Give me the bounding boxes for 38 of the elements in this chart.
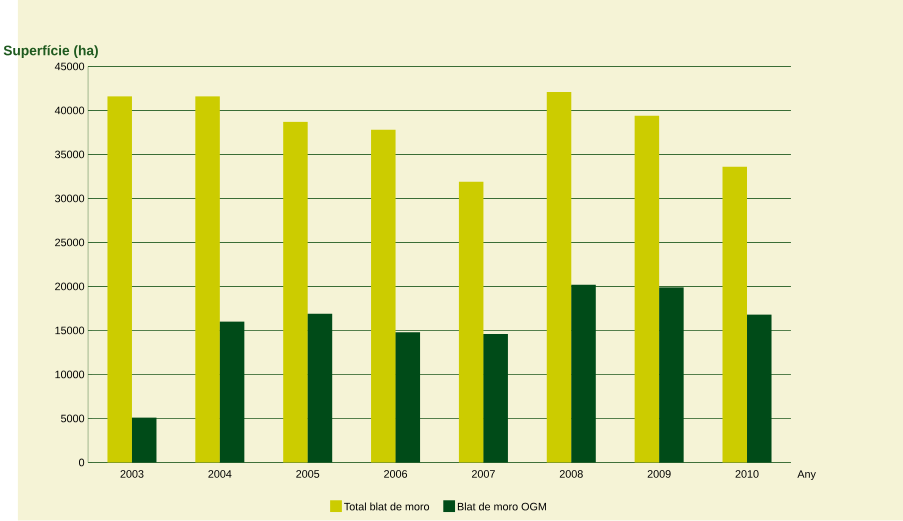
bar: [722, 166, 748, 463]
y-tick-label: 5000: [61, 414, 84, 423]
y-tick-label: 45000: [54, 62, 84, 70]
bar: [107, 96, 132, 463]
legend-label: Total blat de moro: [344, 502, 430, 511]
bar: [458, 182, 484, 463]
x-tick-label: 2008: [560, 470, 583, 478]
y-tick-label: 25000: [55, 238, 84, 246]
bar: [220, 322, 244, 463]
x-tick-label: 2007: [472, 470, 495, 478]
x-tick-label: 2005: [296, 470, 320, 478]
legend-label: Blat de moro OGM: [458, 502, 546, 511]
x-tick-label: 2004: [208, 470, 232, 478]
y-tick-label: 40000: [54, 106, 84, 114]
bar: [659, 288, 684, 463]
bar: [634, 116, 660, 463]
bar: [132, 418, 156, 463]
y-tick-label: 20000: [55, 282, 84, 290]
y-tick-label: 35000: [55, 150, 84, 158]
x-tick-label: 2009: [648, 470, 671, 478]
y-tick-label: 30000: [55, 194, 84, 202]
bar: [283, 122, 308, 463]
bar: [308, 314, 332, 463]
bar: [483, 334, 508, 463]
y-tick-label: 0: [78, 458, 84, 467]
y-tick-label: 15000: [55, 326, 84, 334]
y-tick-label: 10000: [55, 370, 84, 378]
bar: [747, 314, 772, 463]
bar: [396, 332, 420, 463]
x-tick-label: 2006: [384, 470, 408, 478]
x-axis-title: Any: [797, 470, 816, 480]
bar: [371, 130, 396, 463]
x-tick-label: 2010: [736, 470, 759, 478]
bar: [546, 92, 572, 463]
bar: [195, 96, 220, 463]
x-tick-label: 2003: [120, 470, 144, 478]
bar: [571, 284, 596, 463]
y-axis-title: Superfície (ha): [4, 45, 98, 58]
